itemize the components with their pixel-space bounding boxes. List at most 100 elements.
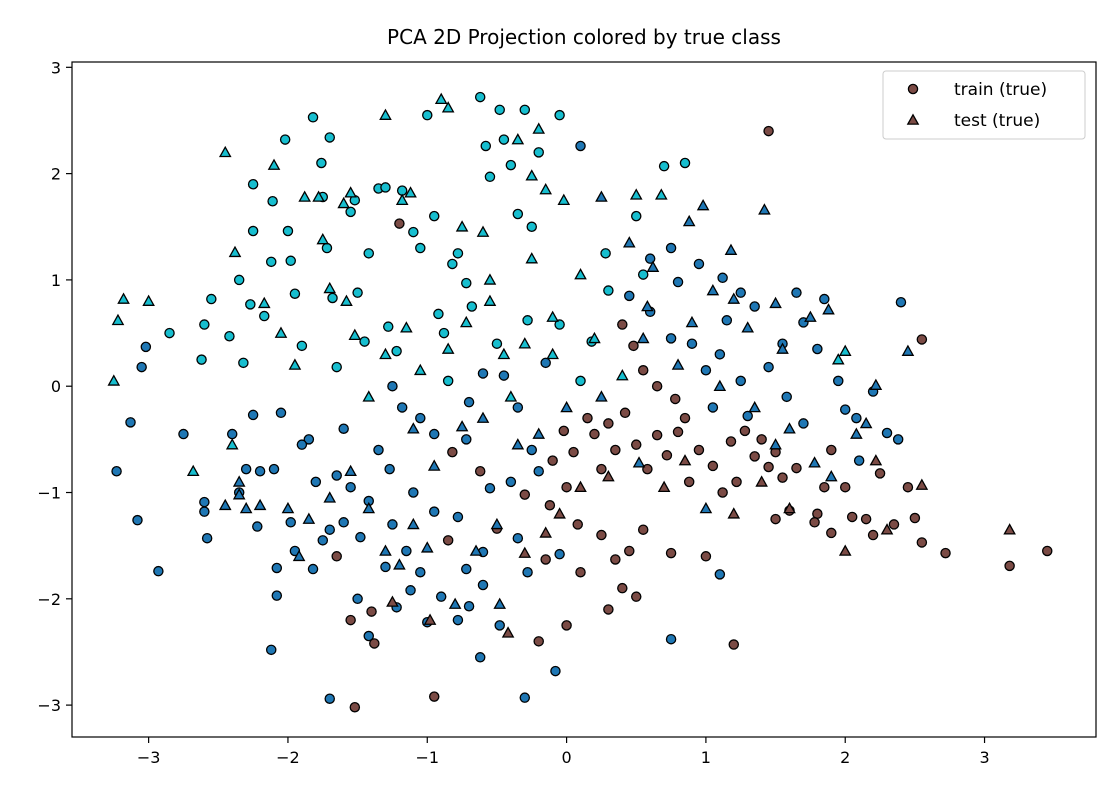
train-point bbox=[519, 489, 531, 500]
train-point bbox=[408, 226, 419, 238]
train-point bbox=[665, 242, 677, 254]
test-point bbox=[616, 369, 629, 381]
test-point bbox=[574, 480, 587, 493]
train-point bbox=[447, 446, 458, 458]
train-point bbox=[1041, 545, 1053, 557]
test-point bbox=[441, 342, 455, 354]
train-point bbox=[693, 258, 705, 270]
train-point bbox=[672, 426, 684, 438]
train-point bbox=[442, 535, 454, 546]
x-tick-label: −2 bbox=[276, 748, 300, 767]
train-point bbox=[1004, 560, 1015, 572]
test-point bbox=[228, 245, 242, 258]
test-point bbox=[850, 427, 863, 439]
train-point bbox=[380, 182, 391, 193]
test-point bbox=[632, 456, 646, 468]
train-point bbox=[267, 196, 278, 207]
train-point bbox=[679, 412, 691, 424]
train-point bbox=[600, 248, 611, 259]
test-point bbox=[622, 236, 636, 248]
train-point bbox=[717, 272, 728, 284]
test-point bbox=[455, 220, 469, 232]
train-point bbox=[512, 402, 524, 413]
train-point bbox=[561, 481, 572, 493]
test-point bbox=[218, 145, 232, 158]
train-point bbox=[224, 331, 235, 342]
train-point bbox=[809, 517, 820, 528]
train-point bbox=[245, 299, 256, 310]
plot-area-frame bbox=[71, 61, 1097, 738]
train-point bbox=[895, 296, 907, 308]
test-point bbox=[483, 273, 497, 285]
train-point bbox=[136, 361, 147, 373]
train-point bbox=[575, 566, 586, 578]
test-point bbox=[225, 438, 239, 450]
test-point bbox=[232, 475, 246, 487]
test-point bbox=[186, 464, 200, 477]
train-point bbox=[321, 242, 333, 254]
train-point bbox=[777, 472, 788, 483]
test-point bbox=[400, 321, 413, 333]
train-point bbox=[408, 487, 419, 498]
train-point bbox=[494, 620, 505, 631]
legend-marker-train bbox=[907, 83, 919, 95]
test-point bbox=[476, 411, 490, 423]
test-point bbox=[298, 190, 311, 202]
train-point bbox=[331, 551, 342, 562]
train-point bbox=[714, 349, 726, 360]
train-point bbox=[798, 418, 809, 429]
test-point bbox=[312, 190, 325, 202]
train-point bbox=[679, 157, 691, 169]
x-tick-label: 3 bbox=[979, 748, 989, 767]
train-point bbox=[352, 593, 363, 605]
test-point bbox=[869, 378, 883, 390]
train-point bbox=[422, 109, 433, 121]
test-point bbox=[469, 544, 483, 556]
train-point bbox=[596, 463, 607, 475]
train-point bbox=[415, 412, 426, 424]
train-point bbox=[533, 636, 544, 647]
train-point bbox=[624, 290, 635, 302]
test-point bbox=[808, 456, 821, 468]
train-point bbox=[428, 428, 440, 440]
train-point bbox=[196, 354, 207, 365]
test-point bbox=[316, 232, 330, 245]
train-point bbox=[153, 565, 164, 577]
train-point bbox=[380, 561, 391, 573]
test-point bbox=[427, 459, 441, 471]
test-point bbox=[379, 108, 392, 120]
train-point bbox=[700, 365, 712, 376]
train-point bbox=[742, 410, 753, 422]
train-point bbox=[345, 206, 356, 218]
train-point bbox=[199, 496, 210, 508]
y-tick-label: −2 bbox=[37, 590, 61, 609]
train-point bbox=[279, 134, 291, 145]
train-point bbox=[550, 665, 561, 677]
test-point bbox=[657, 480, 671, 493]
train-point bbox=[447, 258, 458, 270]
x-tick-label: −1 bbox=[415, 748, 439, 767]
train-point bbox=[731, 476, 742, 488]
train-point bbox=[589, 428, 600, 440]
y-tick-label: 3 bbox=[51, 58, 61, 77]
train-point bbox=[164, 327, 175, 339]
test-point bbox=[699, 501, 713, 514]
train-point bbox=[749, 451, 760, 462]
train-point bbox=[533, 466, 544, 477]
train-point bbox=[282, 225, 294, 237]
test-point bbox=[490, 517, 504, 530]
train-point bbox=[442, 375, 454, 387]
test-point bbox=[641, 299, 654, 312]
train-point bbox=[624, 545, 635, 557]
train-point bbox=[717, 487, 728, 498]
train-point bbox=[452, 614, 464, 626]
test-point bbox=[525, 169, 539, 181]
train-point bbox=[394, 218, 405, 229]
legend: train (true) test (true) bbox=[882, 70, 1086, 140]
train-point bbox=[505, 159, 517, 171]
series-test bbox=[107, 92, 1016, 638]
y-tick-label: 1 bbox=[51, 271, 61, 290]
train-point bbox=[867, 529, 879, 541]
train-point bbox=[568, 446, 579, 458]
train-point bbox=[271, 590, 283, 601]
